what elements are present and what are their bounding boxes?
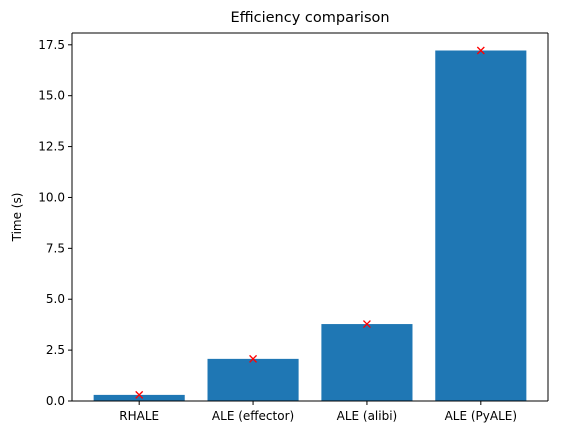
x-tick-label-2: ALE (alibi) — [337, 409, 398, 423]
x-tick-label-3: ALE (PyALE) — [445, 409, 517, 423]
bar-1 — [208, 359, 299, 401]
y-tick-label-7: 17.5 — [38, 38, 65, 52]
bar-3 — [435, 51, 526, 401]
x-tick-label-1: ALE (effector) — [212, 409, 294, 423]
bar-2 — [321, 324, 412, 401]
y-tick-label-0: 0.0 — [46, 394, 65, 408]
y-tick-label-3: 7.5 — [46, 241, 65, 255]
y-tick-label-1: 2.5 — [46, 343, 65, 357]
chart-title: Efficiency comparison — [230, 10, 389, 26]
y-tick-label-5: 12.5 — [38, 140, 65, 154]
y-tick-label-6: 15.0 — [38, 89, 65, 103]
x-tick-label-0: RHALE — [119, 409, 159, 423]
y-tick-label-2: 5.0 — [46, 292, 65, 306]
y-tick-label-4: 10.0 — [38, 190, 65, 204]
y-axis-label: Time (s) — [10, 193, 24, 243]
